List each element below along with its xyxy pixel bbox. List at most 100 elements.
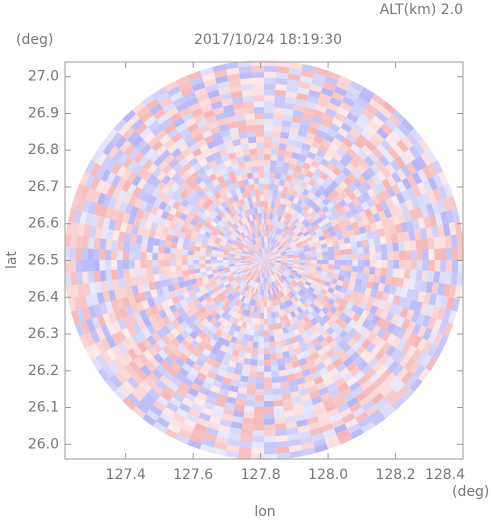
field-cell [264,189,269,196]
field-cell [283,404,294,412]
field-cell [280,250,287,255]
field-cell [153,238,161,247]
field-cell [156,224,164,233]
field-cell [353,284,361,293]
field-cell [251,268,257,274]
field-cell [192,147,203,158]
field-cell [169,253,176,260]
field-cell [381,189,391,201]
field-cell [236,120,247,128]
field-cell [395,192,406,204]
field-cell [258,260,264,262]
field-cell [190,171,200,181]
field-cell [185,96,199,108]
field-cell [177,204,186,213]
field-cell [284,96,297,105]
field-cell [260,312,264,319]
field-cell [263,265,264,272]
field-cell [418,367,431,382]
field-cell [270,353,278,360]
field-cell [330,313,339,323]
field-cell [350,221,359,230]
field-cell [239,186,246,194]
field-cell [281,240,288,246]
field-cell [285,286,292,293]
field-cell [202,292,211,300]
field-cell [340,254,347,260]
field-cell [433,271,441,284]
field-cell [142,414,157,427]
field-cell [166,423,181,435]
field-cell [399,152,411,166]
field-cell [405,199,415,211]
field-cell [171,191,180,202]
field-cell [253,254,259,258]
field-cell [274,423,287,431]
field-cell [111,260,118,271]
field-cell [222,339,231,347]
field-cell [419,280,428,293]
field-cell [283,410,295,418]
field-cell [119,221,128,233]
field-cell [231,281,238,288]
field-cell [390,194,400,206]
field-cell [232,330,240,338]
field-cell [278,229,284,236]
field-cell [217,308,225,317]
field-cell [438,271,446,284]
field-cell [177,307,186,316]
field-cell [253,177,259,185]
field-cell [413,141,426,156]
field-cell [272,213,277,221]
field-cell [275,242,281,248]
field-cell [222,186,231,194]
field-cell [264,254,267,260]
field-cell [216,393,228,403]
field-cell [279,375,289,383]
field-cell [320,118,332,129]
field-cell [454,285,463,300]
field-cell [193,201,203,210]
field-cell [337,382,349,393]
field-cell [340,212,349,221]
field-cell [213,227,220,234]
field-cell [289,385,300,393]
field-cell [151,383,164,396]
field-cell [80,185,91,200]
field-cell [339,367,350,378]
field-cell [253,101,264,108]
field-cell [358,91,372,104]
field-cell [82,307,92,321]
field-cell [264,260,266,266]
field-cell [257,288,261,295]
field-cell [291,396,303,405]
field-cell [443,322,454,337]
field-cell [374,267,382,276]
field-cell [284,300,291,308]
field-cell [318,310,326,319]
field-cell [329,282,337,290]
field-cell [263,248,264,255]
field-cell [363,156,375,167]
field-cell [268,294,273,301]
field-cell [293,226,300,233]
field-cell [268,183,274,191]
field-cell [160,118,173,130]
field-cell [427,316,437,330]
field-cell [189,76,204,87]
field-cell [138,291,148,302]
field-cell [329,206,338,215]
field-cell [394,156,406,169]
x-tick-label: 128.2 [375,467,415,483]
field-cell [209,145,219,155]
field-cell [184,194,194,203]
field-cell [376,364,388,377]
field-cell [276,452,291,460]
field-cell [273,399,284,407]
field-cell [394,305,404,317]
field-cell [90,214,100,227]
field-cell [178,231,187,239]
field-cell [269,261,276,265]
field-cell [209,194,218,203]
field-cell [276,66,290,74]
